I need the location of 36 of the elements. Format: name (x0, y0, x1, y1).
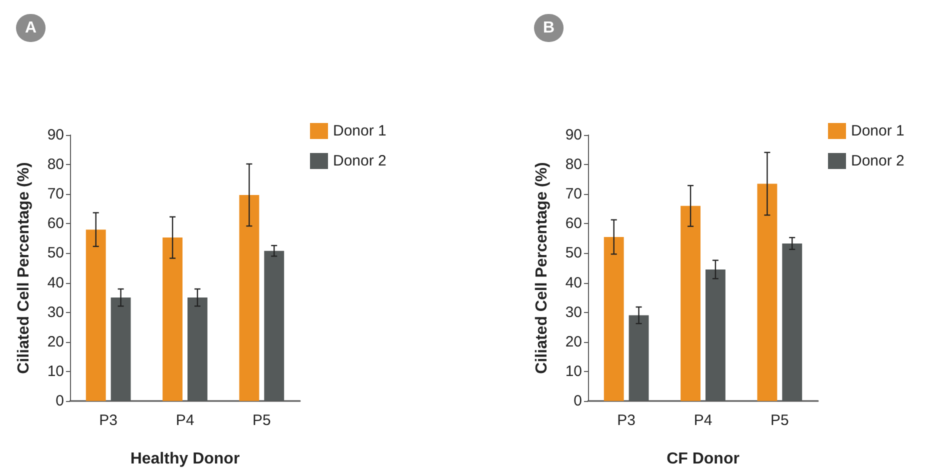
x-axis-title: Healthy Donor (130, 450, 240, 468)
y-tick-label: 80 (565, 156, 582, 174)
y-tick-label: 50 (47, 244, 64, 262)
y-tick-label: 20 (47, 333, 64, 350)
y-tick-label: 40 (565, 274, 582, 292)
y-tick-label: 10 (47, 362, 64, 380)
y-axis-title: Ciliated Cell Percentage (%) (16, 162, 32, 374)
x-tick-label: P4 (694, 412, 712, 429)
x-axis-title: CF Donor (666, 450, 740, 468)
y-tick-label: 30 (565, 304, 582, 321)
legend-label: Donor 2 (851, 152, 904, 170)
x-tick-label: P3 (617, 412, 636, 429)
y-tick-label: 10 (565, 362, 582, 380)
x-tick-label: P4 (176, 412, 194, 429)
y-axis-title: Ciliated Cell Percentage (%) (534, 162, 550, 374)
chart-title: B (543, 20, 555, 36)
y-tick-label: 60 (565, 215, 582, 232)
x-tick-label: P5 (770, 412, 789, 429)
y-tick-label: 20 (565, 333, 582, 350)
legend-label: Donor 1 (333, 122, 386, 140)
y-tick-label: 0 (574, 392, 582, 410)
y-tick-label: 50 (565, 244, 582, 262)
y-tick-label: 0 (56, 392, 64, 410)
chart-title: A (25, 20, 37, 36)
y-tick-label: 60 (47, 215, 64, 232)
y-tick-label: 70 (565, 186, 582, 203)
legend-label: Donor 2 (333, 152, 386, 170)
y-tick-label: 70 (47, 186, 64, 203)
y-tick-label: 40 (47, 274, 64, 292)
y-tick-label: 80 (47, 156, 64, 174)
x-tick-label: P5 (252, 412, 271, 429)
y-tick-label: 30 (47, 304, 64, 321)
y-tick-label: 90 (565, 126, 582, 144)
x-tick-label: P3 (99, 412, 118, 429)
y-tick-label: 90 (47, 126, 64, 144)
legend-label: Donor 1 (851, 122, 904, 140)
